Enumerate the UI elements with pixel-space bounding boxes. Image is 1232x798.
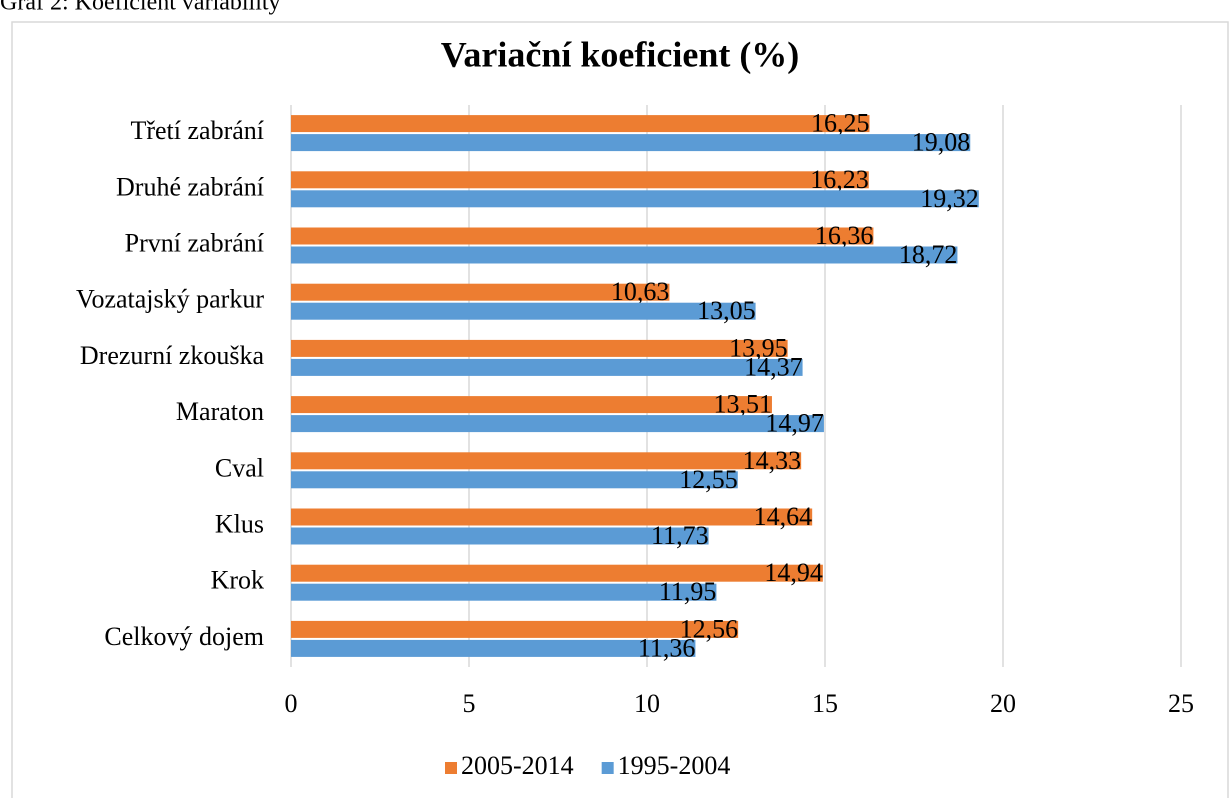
x-tick-label: 20	[990, 689, 1016, 718]
chart-title: Variační koeficient (%)	[441, 34, 800, 74]
bar	[291, 583, 717, 601]
bar	[291, 564, 823, 582]
bar	[291, 620, 739, 638]
data-label: 18,72	[899, 240, 958, 269]
y-tick-label: Třetí zabrání	[130, 116, 264, 145]
data-label: 16,25	[811, 109, 870, 138]
data-label: 14,94	[764, 558, 823, 587]
x-tick-label: 25	[1168, 689, 1194, 718]
y-tick-label: Krok	[211, 566, 264, 595]
data-label: 12,56	[680, 614, 739, 643]
bar	[291, 358, 803, 376]
legend-label: 1995-2004	[618, 751, 731, 780]
bar	[291, 396, 772, 414]
y-tick-label: Celkový dojem	[104, 622, 264, 651]
data-label: 14,64	[754, 502, 813, 531]
data-label: 10,63	[611, 277, 670, 306]
caption: Graf 2: Koeficient variability	[0, 0, 281, 16]
bar	[291, 527, 709, 545]
data-label: 14,37	[744, 352, 803, 381]
bar	[291, 283, 670, 301]
legend-swatch	[445, 762, 457, 774]
y-tick-label: Drezurní zkouška	[80, 341, 265, 370]
bar	[291, 190, 979, 208]
y-tick-label: Klus	[215, 509, 264, 538]
data-label: 14,97	[765, 409, 824, 438]
y-tick-label: První zabrání	[125, 228, 264, 257]
data-label: 19,08	[912, 128, 971, 157]
x-tick-label: 10	[634, 689, 660, 718]
data-label: 11,36	[638, 633, 696, 662]
bar	[291, 227, 874, 245]
bar	[291, 339, 788, 357]
data-label: 13,05	[697, 296, 756, 325]
x-tick-label: 0	[285, 689, 298, 718]
bar	[291, 134, 971, 152]
data-label: 14,33	[743, 446, 802, 475]
legend-label: 2005-2014	[461, 751, 574, 780]
data-label: 12,55	[679, 465, 738, 494]
x-tick-label: 5	[463, 689, 476, 718]
bar	[291, 171, 869, 189]
bar	[291, 508, 813, 526]
bar	[291, 471, 738, 489]
y-tick-label: Druhé zabrání	[116, 172, 264, 201]
bar	[291, 639, 696, 657]
bar	[291, 452, 802, 470]
data-label: 16,36	[815, 221, 874, 250]
data-label: 16,23	[810, 165, 869, 194]
x-tick-label: 15	[812, 689, 838, 718]
bar	[291, 415, 824, 433]
data-label: 11,73	[651, 521, 709, 550]
y-tick-label: Maraton	[176, 397, 264, 426]
bar	[291, 246, 958, 264]
y-tick-label: Vozatajský parkur	[76, 285, 264, 314]
bar	[291, 115, 870, 133]
bar	[291, 302, 756, 320]
data-label: 19,32	[920, 184, 979, 213]
data-label: 11,95	[659, 577, 717, 606]
data-label: 13,95	[729, 333, 788, 362]
y-tick-label: Cval	[215, 453, 264, 482]
legend-swatch	[601, 762, 614, 774]
data-label: 13,51	[713, 390, 772, 419]
